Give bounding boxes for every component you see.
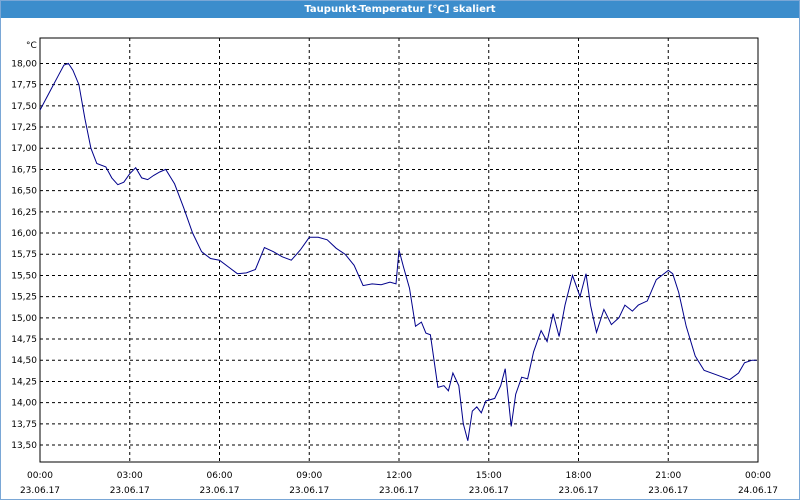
y-tick-label: 16,25	[11, 208, 37, 218]
y-tick-label: 15,00	[11, 314, 37, 324]
y-tick-label: 13,50	[11, 441, 37, 451]
y-tick-label: 15,25	[11, 293, 37, 303]
series-line	[39, 62, 757, 441]
y-axis-unit-label: °C	[26, 41, 37, 51]
x-tick-time-label: 03:00	[117, 471, 143, 481]
window-title: Taupunkt-Temperatur [°C] skaliert	[1, 1, 799, 18]
y-tick-label: 13,75	[11, 420, 37, 430]
y-tick-label: 15,50	[11, 271, 37, 281]
x-axis: 00:00 23.06.17 03:00 23.06.17 06:00 23.06.17 0…	[20, 471, 778, 496]
y-tick-label: 17,25	[11, 123, 37, 133]
y-tick-label: 18,00	[11, 59, 37, 69]
x-tick-date-label: 23.06.17	[379, 486, 419, 496]
x-tick-date-label: 23.06.17	[20, 486, 60, 496]
x-tick-time-label: 09:00	[296, 471, 322, 481]
x-tick-time-label: 21:00	[655, 471, 681, 481]
y-tick-label: 15,75	[11, 250, 37, 260]
y-tick-label: 14,00	[11, 399, 37, 409]
y-tick-label: 17,50	[11, 102, 37, 112]
x-tick-date-label: 24.06.17	[738, 486, 778, 496]
plot-area-frame	[39, 37, 759, 463]
x-tick-time-label: 00:00	[27, 471, 53, 481]
x-tick-date-label: 23.06.17	[558, 486, 598, 496]
y-tick-label: 17,00	[11, 144, 37, 154]
x-tick-date-label: 23.06.17	[289, 486, 329, 496]
x-tick-time-label: 18:00	[566, 471, 592, 481]
x-tick-time-label: 06:00	[207, 471, 233, 481]
x-tick-time-label: 00:00	[745, 471, 771, 481]
x-tick-date-label: 23.06.17	[469, 486, 509, 496]
y-tick-label: 16,75	[11, 165, 37, 175]
y-tick-label: 17,75	[11, 81, 37, 91]
x-tick-date-label: 23.06.17	[199, 486, 239, 496]
x-tick-date-label: 23.06.17	[110, 486, 150, 496]
y-tick-label: 14,75	[11, 335, 37, 345]
y-tick-label: 14,50	[11, 356, 37, 366]
x-tick-date-label: 23.06.17	[648, 486, 688, 496]
x-tick-time-label: 12:00	[386, 471, 412, 481]
y-tick-label: 16,00	[11, 229, 37, 239]
y-tick-label: 14,25	[11, 377, 37, 387]
x-tick-time-label: 15:00	[476, 471, 502, 481]
y-axis: 13,50 13,75 14,00 14,25 14,50 14,75 15,00 15,25…	[11, 59, 37, 451]
y-tick-label: 16,50	[11, 187, 37, 197]
data-series	[39, 62, 757, 441]
